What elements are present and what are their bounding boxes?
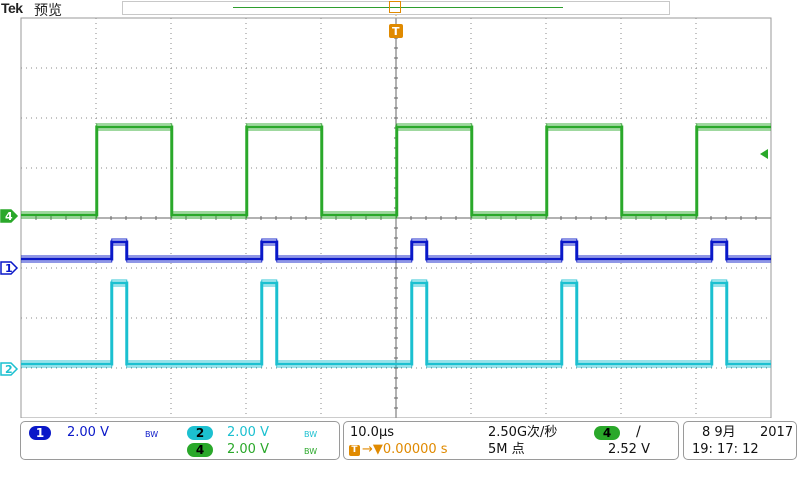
- record-view-window: [233, 7, 563, 8]
- trigger-point-label: T: [392, 25, 400, 38]
- time: 19: 17: 12: [692, 442, 759, 457]
- year: 2017: [760, 425, 794, 440]
- ch2-badge[interactable]: 2: [187, 426, 213, 440]
- horizontal-trigger-panel[interactable]: 10.0µs T →▼0.00000 s 2.50G次/秒 5M 点 4 / 2…: [343, 421, 679, 460]
- ch4-ground-marker: [0, 209, 19, 223]
- ch4-bw-limit: BW: [304, 447, 318, 456]
- vertical-settings-panel[interactable]: 1 2.00 V BW 2 2.00 V BW 4 2.00 V BW: [20, 421, 340, 460]
- sample-rate: 2.50G次/秒: [488, 425, 558, 440]
- ch1-scale: 2.00 V: [67, 425, 109, 440]
- record-view-bar[interactable]: [122, 1, 670, 15]
- horizontal-scale: 10.0µs: [350, 425, 394, 440]
- ch1-badge[interactable]: 1: [29, 426, 51, 440]
- status-bar: 1 2.00 V BW 2 2.00 V BW 4 2.00 V BW 10.0…: [0, 418, 800, 480]
- ch2-ground-marker: [0, 362, 19, 376]
- ch1-ground-marker: [0, 261, 19, 275]
- ch4-waveform-noise: [21, 129, 771, 219]
- ch4-scale: 2.00 V: [227, 442, 269, 457]
- record-length: 5M 点: [488, 442, 525, 457]
- ch4-waveform: [21, 125, 771, 217]
- ch2-bw-limit: BW: [304, 430, 318, 439]
- top-bar: Tek 预览: [0, 0, 800, 19]
- ch4-ground-marker-label: 4: [5, 210, 13, 223]
- ch1-ground-marker-label: 1: [5, 262, 13, 275]
- trigger-level: 2.52 V: [608, 442, 650, 457]
- ch2-ground-marker-label: 2: [5, 363, 13, 376]
- ch2-scale: 2.00 V: [227, 425, 269, 440]
- brand-logo: Tek: [1, 0, 23, 16]
- ch1-bw-limit: BW: [145, 430, 159, 439]
- trigger-position: →▼0.00000 s: [362, 442, 448, 457]
- record-trigger-marker: [389, 1, 401, 13]
- date: 8 9月: [702, 425, 736, 440]
- datetime-panel: 8 9月 2017 19: 17: 12: [683, 421, 797, 460]
- trigger-position-icon: T: [349, 445, 360, 456]
- waveform-display: 4 1 2 T: [0, 3, 772, 418]
- ch4-badge[interactable]: 4: [187, 443, 213, 457]
- trigger-slope-icon: /: [636, 424, 641, 440]
- trigger-level-marker: [760, 149, 768, 159]
- ch2-waveform-noise: [21, 285, 771, 368]
- ch1-waveform-noise: [21, 244, 771, 263]
- trigger-point-marker: [389, 24, 403, 38]
- acquisition-mode-label: 预览: [34, 3, 62, 19]
- trigger-source-badge[interactable]: 4: [594, 426, 620, 440]
